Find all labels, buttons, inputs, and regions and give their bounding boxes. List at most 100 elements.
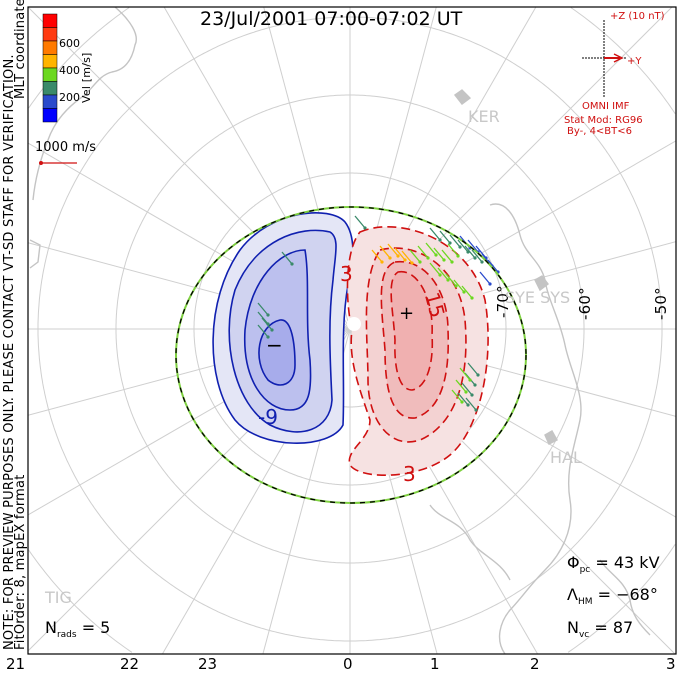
lat-label-60: -60° [576, 287, 594, 320]
lambda-sub: HM [577, 597, 593, 608]
vector-count: Nvc = 87 [567, 618, 633, 640]
vector-line [467, 239, 479, 253]
vector-line [425, 242, 437, 256]
vector-line [461, 382, 473, 396]
vector-line [437, 267, 449, 281]
heppner-maynard-boundary-dash [175, 206, 527, 504]
phi-value: = 43 kV [595, 553, 660, 572]
pole-marker [347, 317, 361, 331]
colorbar-swatch [42, 40, 58, 55]
colorbar-swatch [42, 108, 58, 123]
stat-model: Stat Mod: RG96 [564, 115, 643, 126]
velocity-colorbar [42, 13, 58, 123]
vector-line [394, 247, 406, 261]
vector-line [387, 243, 399, 257]
mlt-tick-label: 21 [6, 655, 26, 673]
vector-line [439, 230, 451, 244]
colorbar-label: Vel [m/s] [80, 52, 93, 103]
vector-line [447, 243, 459, 257]
vector-line [429, 262, 441, 276]
mlt-tick-label: 0 [343, 655, 353, 673]
vector-line [433, 247, 445, 261]
vector-line [409, 249, 421, 263]
coastlines [29, 7, 651, 654]
colorbar-tick-600: 600 [59, 37, 80, 50]
imf-z-label: +Z (10 nT) [610, 11, 665, 22]
potential-min-marker: − [266, 333, 283, 357]
station-sye-sys: SYE SYS [505, 288, 571, 307]
vector-line [459, 367, 471, 381]
lambda-value: = −68° [597, 585, 658, 604]
imf-condition: By-, 4<BT<6 [567, 126, 633, 137]
vector-line [455, 379, 467, 393]
mlt-tick-label: 1 [430, 655, 440, 673]
colorbar-tick-200: 200 [59, 91, 80, 104]
imf-y-label: +Y [627, 56, 642, 67]
vector-line [465, 397, 477, 411]
imf-dial [582, 20, 626, 97]
potential-max-marker: + [399, 303, 415, 324]
scale-vector-label: 1000 m/s [35, 140, 97, 155]
colorbar-swatch [42, 94, 58, 109]
vector-line [401, 250, 413, 264]
vector-line [281, 251, 293, 265]
vector-line [429, 227, 441, 241]
vector-line [445, 273, 457, 287]
phi-sub: pc [579, 565, 591, 576]
phi-symbol: Φ [567, 553, 580, 572]
plot-frame [27, 6, 677, 655]
scale-vector [39, 161, 77, 165]
vector-line [441, 249, 453, 263]
lambda-symbol: Λ [567, 585, 578, 604]
vector-line [453, 279, 465, 293]
contour-label-neg: -9 [258, 405, 278, 429]
mlt-tick-label: 22 [120, 655, 140, 673]
nrads-symbol: N [45, 618, 57, 637]
nrads-sub: rads [56, 630, 77, 641]
positive-cell [346, 225, 489, 477]
mlt-tick-label: 3 [666, 655, 676, 673]
colorbar-tick-400: 400 [59, 64, 80, 77]
vector-line [471, 249, 483, 263]
vector-line [479, 271, 491, 285]
latitude-circle [28, 7, 676, 653]
vector-line [464, 245, 476, 259]
nvc-symbol: N [567, 618, 579, 637]
vector-line [467, 362, 479, 376]
station-tig: TIG [45, 588, 72, 607]
vector-line [449, 234, 461, 248]
mlt-tick-label: 23 [198, 655, 218, 673]
vector-line [257, 311, 269, 325]
nvc-value: = 87 [594, 618, 634, 637]
vector-line [257, 324, 269, 338]
vector-line [371, 249, 383, 263]
contour-label-3-bottom: 3 [403, 462, 416, 486]
colorbar-swatch [42, 54, 58, 69]
cross-polar-potential: Φpc = 43 kV [567, 553, 660, 575]
vector-line [417, 245, 429, 259]
nrads-value: = 5 [81, 618, 111, 637]
station-hal: HAL [550, 448, 582, 467]
colorbar-swatch [42, 13, 58, 28]
station-ker: KER [468, 107, 500, 126]
vector-line [457, 239, 469, 253]
negative-cell [212, 212, 354, 444]
fit-order-note: FitOrder: 8, mapEX format [13, 474, 28, 650]
vector-line [257, 302, 269, 316]
colorbar-swatch [42, 81, 58, 96]
vector-line [457, 392, 469, 406]
colorbar-swatch [42, 67, 58, 82]
lat-label-50: -50° [652, 287, 670, 320]
vector-line [461, 285, 473, 299]
contour-label-3-top: 3 [340, 262, 353, 286]
plot-title: 23/Jul/2001 07:00-07:02 UT [200, 8, 463, 30]
vector-line [487, 259, 499, 273]
mlt-tick-label: 2 [530, 655, 540, 673]
vector-line [451, 389, 463, 403]
hm-boundary-lat: ΛHM = −68° [567, 585, 658, 607]
vector-line [379, 245, 391, 259]
radar-count: Nrads = 5 [45, 618, 110, 640]
imf-source: OMNI IMF [582, 101, 630, 112]
vector-line [261, 317, 273, 331]
